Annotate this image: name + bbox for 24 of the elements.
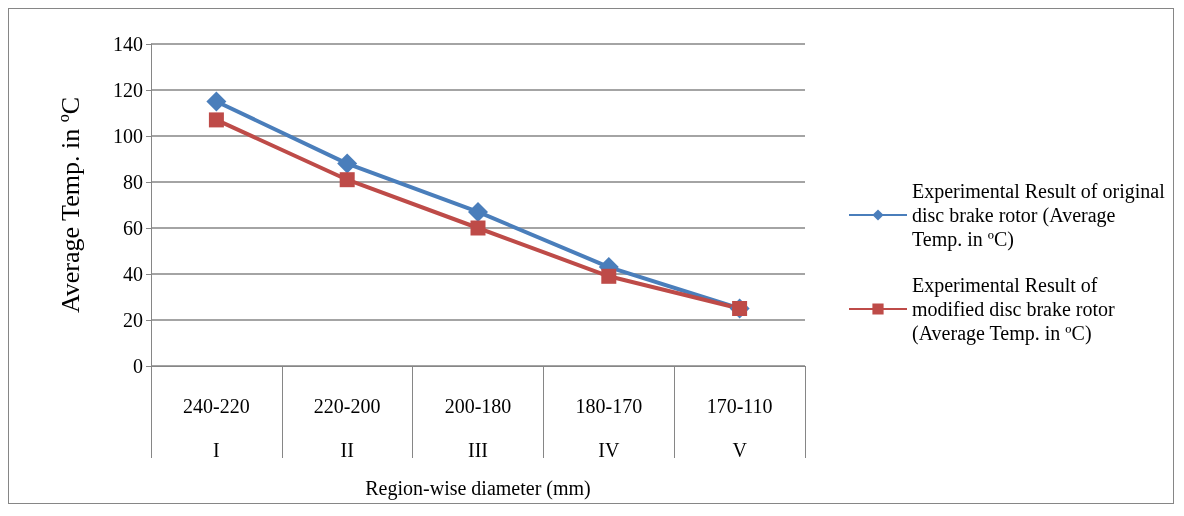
y-tick-label: 140 [113, 33, 143, 55]
x-tick-label: 170-110 V [706, 395, 773, 461]
point [339, 172, 355, 188]
y-tick-label: 120 [113, 79, 143, 101]
point [337, 153, 358, 174]
y-tick-label: 100 [113, 125, 143, 147]
y-tick-label: 0 [133, 355, 143, 377]
y-tick-label: 20 [123, 309, 143, 331]
x-tick-label: 180-170 IV [575, 395, 643, 461]
x-tick-label: 240-220 I [183, 395, 250, 461]
point [470, 220, 486, 236]
legend-label: Experimental Result of original disc brake rotor (Average Temp. in ºC) [912, 180, 1170, 251]
point [601, 268, 617, 284]
legend-label: Experimental Result of modified disc brake rotor (Average Temp. in ºC) [912, 274, 1120, 345]
y-axis-title: Average Temp. in ºC [55, 96, 85, 314]
point [208, 112, 224, 128]
x-tick-label: 220-200 II [313, 395, 381, 461]
y-tick-label: 60 [123, 217, 143, 239]
x-tick-label: 200-180 III [444, 395, 512, 461]
x-axis-title: Region-wise diameter (mm) [365, 477, 591, 500]
y-tick-label: 40 [123, 263, 143, 285]
point [206, 91, 227, 112]
y-tick-label: 80 [123, 171, 143, 193]
point [468, 201, 488, 222]
